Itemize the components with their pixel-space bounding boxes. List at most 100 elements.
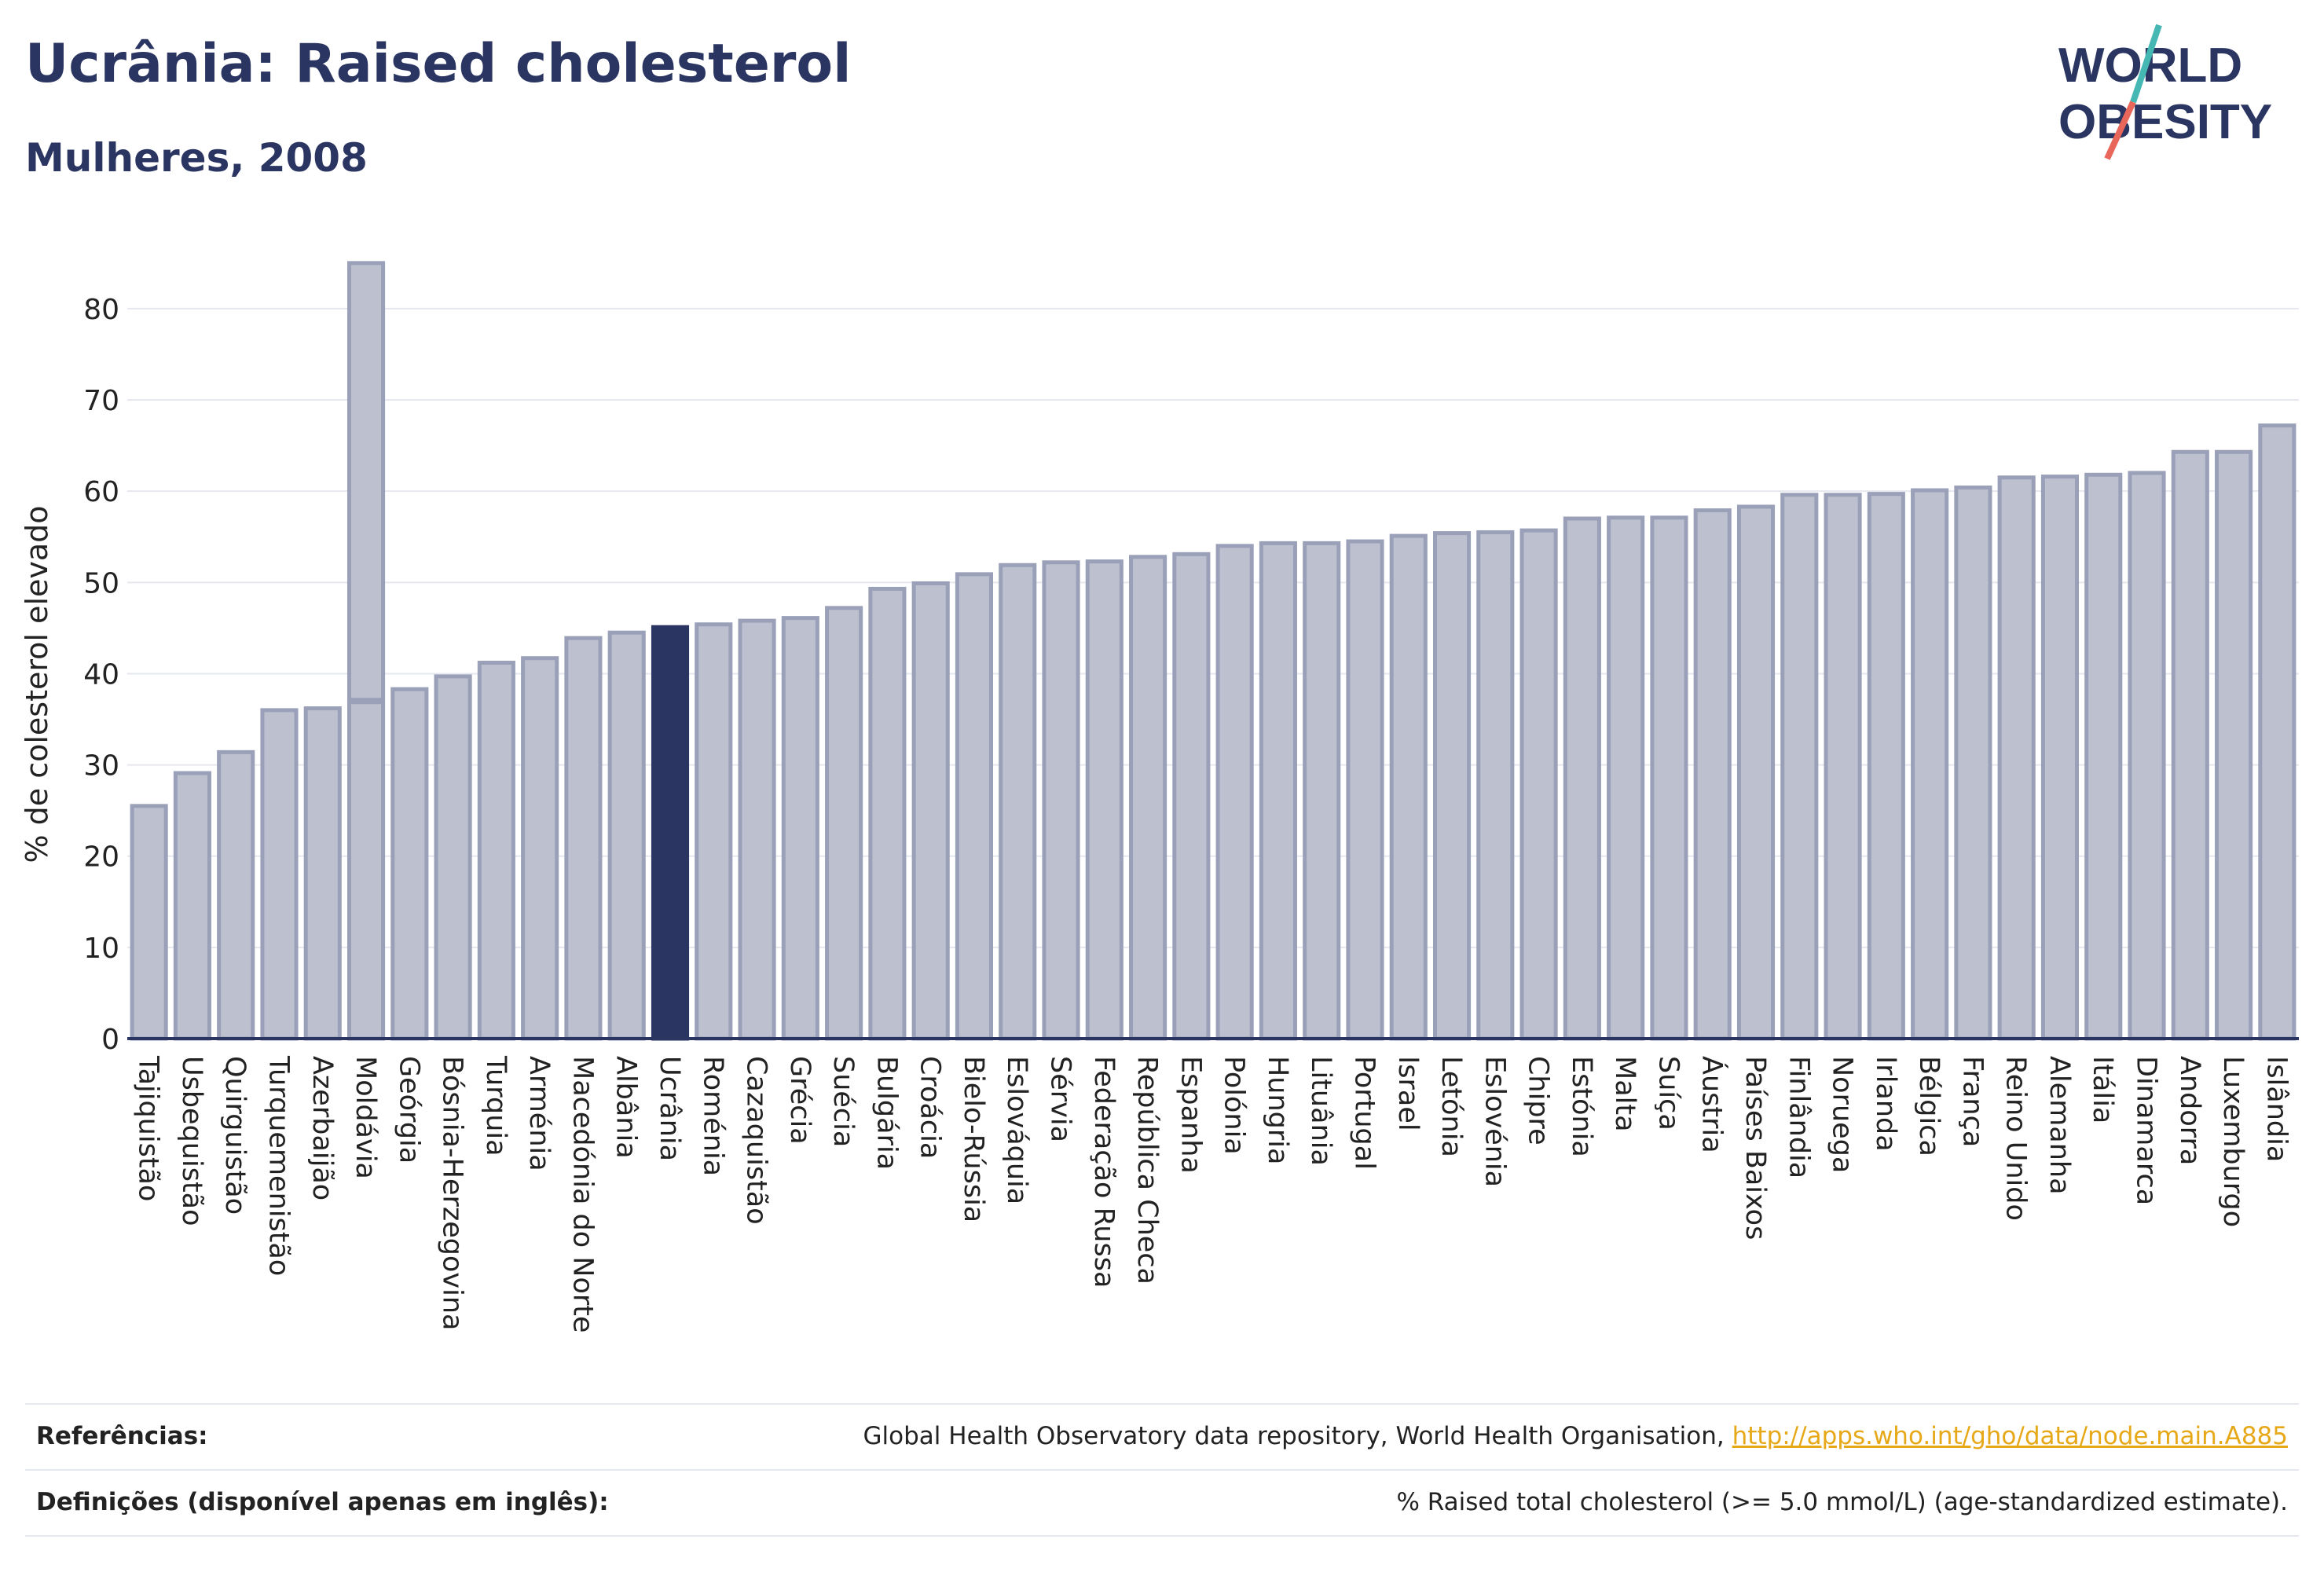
footer-divider-middle	[25, 1469, 2299, 1471]
x-tick-label-polonia: Polónia	[1219, 1056, 1250, 1155]
bar-bielo-russia[interactable]	[955, 572, 994, 1041]
bar-moldavia[interactable]	[346, 261, 386, 1041]
definitions-row: Definições (disponível apenas em inglês)…	[25, 1471, 2299, 1535]
bar-suica[interactable]	[1650, 515, 1688, 1041]
bar-eslovaquia[interactable]	[999, 563, 1037, 1041]
references-text: Global Health Observatory data repositor…	[863, 1422, 1732, 1450]
chart-subtitle: Mulheres, 2008	[25, 135, 368, 181]
x-tick-label-suecia: Suécia	[827, 1056, 859, 1147]
bar-eslovenia[interactable]	[1476, 530, 1515, 1041]
bar-alemanha[interactable]	[2040, 475, 2080, 1041]
x-tick-label-armenia: Arménia	[523, 1056, 555, 1171]
y-tick-label: 40	[83, 658, 119, 691]
references-label: Referências:	[36, 1422, 208, 1450]
bar-bosnia-herzegovina[interactable]	[434, 674, 472, 1041]
world-obesity-logo[interactable]: WORLD OBESITY	[2043, 24, 2310, 173]
bar-albania[interactable]	[607, 630, 646, 1041]
bar-servia[interactable]	[1042, 560, 1080, 1041]
bar-usbequistao[interactable]	[173, 771, 211, 1041]
bar-romenia[interactable]	[695, 622, 733, 1041]
x-tick-label-finlandia: Finlândia	[1783, 1056, 1814, 1178]
x-tick-label-espanha: Espanha	[1175, 1056, 1206, 1174]
bar-letonia[interactable]	[1432, 531, 1472, 1041]
bar-turquemenistao[interactable]	[260, 708, 299, 1041]
x-tick-label-letonia: Letónia	[1435, 1056, 1467, 1157]
x-tick-label-hungria: Hungria	[1262, 1056, 1293, 1164]
x-tick-label-tajiquistao: Tajiquistão	[133, 1055, 164, 1201]
x-tick-label-bielo-russia: Bielo-Rússia	[958, 1056, 989, 1222]
bar-lituania[interactable]	[1303, 541, 1341, 1041]
bar-polonia[interactable]	[1215, 544, 1254, 1041]
bar-andorra[interactable]	[2171, 449, 2209, 1041]
bar-dinamarca[interactable]	[2128, 471, 2166, 1041]
x-tick-label-irlanda: Irlanda	[1870, 1056, 1901, 1152]
x-tick-label-azerbaijao: Azerbaijão	[306, 1056, 338, 1200]
x-tick-label-georgia: Geórgia	[393, 1056, 424, 1164]
x-tick-label-malta: Malta	[1609, 1056, 1640, 1132]
bar-cazaquistao[interactable]	[738, 618, 776, 1041]
bar-turquia[interactable]	[477, 661, 515, 1041]
bar-grecia[interactable]	[781, 616, 819, 1041]
definitions-label: Definições (disponível apenas em inglês)…	[36, 1488, 609, 1516]
x-tick-label-grecia: Grécia	[784, 1056, 816, 1145]
bar-islandia[interactable]	[2258, 423, 2297, 1041]
x-tick-label-chipre: Chipre	[1523, 1056, 1554, 1145]
bar-espanha[interactable]	[1172, 552, 1211, 1041]
x-tick-label-federacao-russa: Federação Russa	[1088, 1056, 1120, 1288]
bar-italia[interactable]	[2084, 472, 2123, 1041]
definitions-value: % Raised total cholesterol (>= 5.0 mmol/…	[1396, 1488, 2288, 1516]
x-tick-label-lituania: Lituânia	[1305, 1056, 1336, 1166]
bar-ucrania[interactable]	[651, 625, 690, 1041]
bar-bulgaria[interactable]	[868, 586, 907, 1041]
bar-tajiquistao[interactable]	[130, 804, 168, 1041]
bar-malta[interactable]	[1607, 515, 1645, 1041]
bar-estonia[interactable]	[1563, 516, 1601, 1041]
y-tick-label: 80	[83, 294, 119, 326]
bar-franca[interactable]	[1954, 486, 1992, 1041]
y-tick-label: 0	[101, 1024, 119, 1056]
x-tick-label-cazaquistao: Cazaquistão	[741, 1056, 772, 1225]
references-value: Global Health Observatory data repositor…	[863, 1422, 2288, 1450]
logo-slash-red	[2104, 101, 2136, 160]
bar-austria[interactable]	[1693, 508, 1732, 1041]
bar-suecia[interactable]	[825, 606, 863, 1041]
bar-macedonia-do-norte[interactable]	[564, 636, 603, 1041]
references-row: Referências: Global Health Observatory d…	[25, 1405, 2299, 1469]
bar-chipre[interactable]	[1519, 528, 1558, 1041]
bar-azerbaijao[interactable]	[303, 706, 342, 1041]
bar-hungria[interactable]	[1259, 541, 1297, 1041]
bar-noruega[interactable]	[1824, 493, 1862, 1041]
x-tick-label-israel: Israel	[1392, 1056, 1424, 1131]
bar-quirguistao[interactable]	[217, 750, 255, 1041]
x-tick-label-islandia: Islândia	[2260, 1056, 2292, 1162]
x-tick-label-luxemburgo: Luxemburgo	[2217, 1056, 2249, 1227]
x-tick-label-estonia: Estónia	[1566, 1056, 1597, 1157]
bar-georgia[interactable]	[390, 687, 429, 1041]
x-tick-label-noruega: Noruega	[1827, 1056, 1858, 1173]
bar-croacia[interactable]	[911, 581, 950, 1041]
bar-reino-unido[interactable]	[1997, 475, 2036, 1041]
y-axis-ticks: 0 10 20 30 40 50 60 70 80	[83, 294, 119, 1056]
bar-portugal[interactable]	[1346, 539, 1384, 1041]
bar-irlanda[interactable]	[1867, 492, 1905, 1041]
bar-belgica[interactable]	[1911, 488, 1949, 1041]
bar-republica-checa[interactable]	[1129, 555, 1167, 1041]
bar-israel[interactable]	[1389, 533, 1428, 1041]
bar-armenia[interactable]	[521, 656, 559, 1041]
y-axis-label: % de colesterol elevado	[20, 505, 54, 863]
bar-paises-baixos[interactable]	[1736, 504, 1776, 1041]
chart-title: Ucrânia: Raised cholesterol	[25, 33, 852, 95]
bar-finlandia[interactable]	[1780, 493, 1819, 1041]
y-tick-label: 20	[83, 841, 119, 874]
x-tick-label-alemanha: Alemanha	[2044, 1056, 2075, 1195]
x-tick-label-bulgaria: Bulgária	[871, 1056, 902, 1170]
x-tick-label-franca: França	[1956, 1056, 1988, 1147]
x-tick-label-belgica: Bélgica	[1913, 1056, 1945, 1156]
bar-luxemburgo[interactable]	[2215, 449, 2253, 1041]
x-tick-label-eslovaquia: Eslováquia	[1001, 1056, 1032, 1204]
x-tick-label-andorra: Andorra	[2174, 1056, 2205, 1165]
bar-chart: 0 10 20 30 40 50 60 70 80 Tajiquistão Usbequistão…	[20, 261, 2299, 1333]
references-link[interactable]: http://apps.who.int/gho/data/node.main.A…	[1732, 1422, 2288, 1450]
y-tick-label: 30	[83, 750, 119, 783]
bar-federacao-russa[interactable]	[1085, 559, 1124, 1041]
